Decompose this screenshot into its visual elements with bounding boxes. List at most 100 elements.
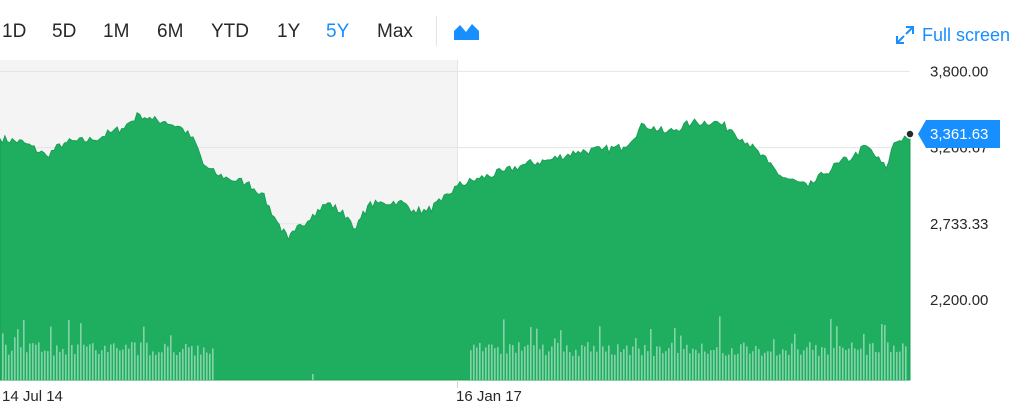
- volume-bar: [668, 348, 670, 380]
- range-button-6m[interactable]: 6M: [157, 21, 184, 42]
- volume-bar: [14, 337, 16, 380]
- range-button-5y[interactable]: 5Y: [326, 21, 350, 42]
- volume-bar: [485, 347, 487, 380]
- volume-bar: [740, 344, 742, 380]
- volume-bar: [803, 350, 805, 380]
- range-button-1y[interactable]: 1Y: [277, 21, 301, 42]
- volume-bar: [671, 342, 673, 380]
- range-button-1m[interactable]: 1M: [103, 21, 130, 42]
- volume-bar: [71, 345, 73, 380]
- volume-bar: [827, 354, 829, 380]
- volume-bar: [125, 344, 127, 380]
- volume-bar: [821, 347, 823, 380]
- fullscreen-label: Full screen: [921, 25, 1010, 45]
- volume-bar: [761, 355, 763, 380]
- volume-bar: [830, 318, 832, 380]
- volume-bar: [20, 347, 22, 380]
- volume-bar: [206, 352, 208, 380]
- y-tick-label-0: 3,800.00: [930, 63, 988, 80]
- volume-bar: [554, 338, 556, 380]
- volume-bar: [575, 349, 577, 380]
- volume-bar: [731, 348, 733, 380]
- volume-bar: [590, 351, 592, 380]
- volume-bar: [617, 344, 619, 380]
- range-button-max[interactable]: Max: [377, 21, 413, 42]
- volume-bar: [77, 344, 79, 380]
- volume-bar: [692, 348, 694, 380]
- volume-bar: [92, 343, 94, 380]
- volume-bar: [890, 352, 892, 380]
- volume-bar: [635, 338, 637, 380]
- volume-bar: [155, 354, 157, 380]
- chart-toolbar: 1D 5D 1M 6M YTD 1Y 5Y Max Full screen: [0, 0, 1024, 60]
- volume-bar: [680, 335, 682, 380]
- x-tick-label-1: 16 Jan 17: [456, 388, 522, 405]
- volume-bar: [176, 354, 178, 380]
- volume-bar: [83, 344, 85, 380]
- volume-bar: [866, 354, 868, 380]
- range-button-1d[interactable]: 1D: [2, 21, 27, 42]
- volume-bar: [491, 344, 493, 380]
- volume-bar: [26, 352, 28, 380]
- volume-bar: [548, 351, 550, 380]
- volume-bar: [533, 345, 535, 380]
- volume-bar: [626, 345, 628, 380]
- volume-bar: [596, 351, 598, 380]
- volume-bar: [116, 347, 118, 380]
- volume-bar: [665, 351, 667, 380]
- volume-bar: [194, 355, 196, 380]
- volume-bar: [797, 349, 799, 380]
- volume-bar: [662, 353, 664, 380]
- volume-bar: [74, 354, 76, 380]
- volume-bar: [851, 342, 853, 380]
- volume-bar: [494, 348, 496, 380]
- volume-bar: [707, 353, 709, 380]
- volume-bar: [65, 354, 67, 380]
- volume-bar: [755, 345, 757, 380]
- volume-bar: [191, 345, 193, 380]
- volume-bar: [101, 350, 103, 380]
- volume-bar: [584, 346, 586, 380]
- volume-bar: [848, 348, 850, 380]
- volume-bar: [704, 351, 706, 380]
- volume-bar: [161, 352, 163, 380]
- volume-bar: [833, 347, 835, 380]
- volume-bar: [815, 345, 817, 380]
- volume-bar: [203, 347, 205, 380]
- volume-bar: [845, 349, 847, 380]
- volume-bar: [659, 346, 661, 380]
- volume-bar: [56, 345, 58, 380]
- volume-bar: [47, 351, 49, 380]
- current-price-tag: [918, 120, 1000, 149]
- volume-bar: [107, 351, 109, 380]
- current-price-label: 3,361.63: [930, 126, 988, 143]
- y-tick-label-3: 2,200.00: [930, 292, 988, 309]
- fullscreen-button[interactable]: Full screen: [895, 24, 1010, 46]
- area-chart-icon[interactable]: [452, 20, 482, 44]
- volume-bar: [23, 319, 25, 380]
- volume-bar: [164, 343, 166, 380]
- volume-bar: [197, 345, 199, 380]
- volume-bar: [8, 354, 10, 380]
- volume-bar: [38, 342, 40, 380]
- volume-bar: [881, 324, 883, 380]
- volume-bar: [581, 345, 583, 380]
- volume-bar: [710, 350, 712, 380]
- volume-bar: [80, 323, 82, 380]
- volume-bar: [647, 351, 649, 380]
- range-button-ytd[interactable]: YTD: [211, 21, 249, 42]
- volume-bar: [878, 352, 880, 380]
- volume-bar: [134, 342, 136, 380]
- volume-bar: [776, 355, 778, 380]
- range-button-5d[interactable]: 5D: [52, 21, 77, 42]
- y-tick-label-2: 2,733.33: [930, 216, 988, 233]
- volume-bar: [836, 326, 838, 380]
- volume-bar: [152, 351, 154, 380]
- volume-bar: [95, 350, 97, 380]
- volume-bar: [695, 349, 697, 380]
- volume-bar: [788, 354, 790, 380]
- volume-bar: [653, 355, 655, 380]
- volume-bar: [512, 345, 514, 380]
- volume-bar: [860, 348, 862, 380]
